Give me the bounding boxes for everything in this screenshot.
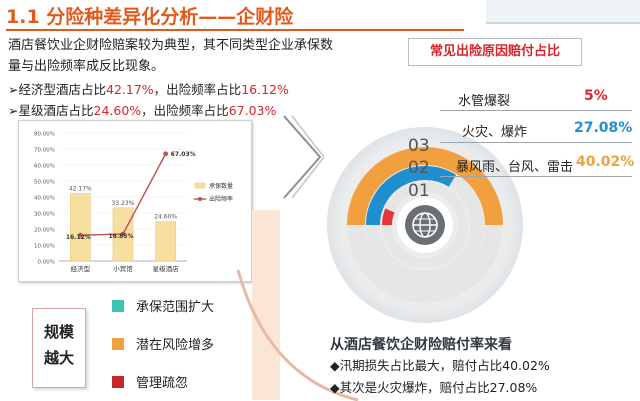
legend-bar-swatch	[194, 182, 206, 189]
y-tick-label: 0.00%	[38, 260, 55, 266]
ring-arc-storm	[347, 147, 503, 226]
decorative-curve	[236, 269, 359, 401]
y-tick-label: 50.00%	[34, 180, 55, 186]
bar	[70, 193, 91, 262]
header-decoration	[486, 0, 640, 24]
divider-1	[440, 110, 632, 111]
rank-02: 02	[408, 158, 430, 178]
line-data-label: 16.12%	[66, 234, 91, 241]
x-tick-label: 小宾馆	[113, 264, 133, 273]
bar-data-label: 42.17%	[69, 186, 92, 193]
scale-label-box: 规模 越大	[32, 308, 86, 388]
legend-bar-label: 承保数量	[209, 182, 233, 190]
y-tick-label: 30.00%	[34, 212, 55, 218]
bullet-economy: ➢经济型酒店占比42.17%，出险频率占比16.12%	[8, 82, 289, 97]
title-underline	[6, 29, 464, 31]
x-tick-label: 星级酒店	[153, 264, 180, 273]
y-tick-label: 80.00%	[34, 132, 55, 138]
pct-fire: 27.08%	[574, 120, 633, 136]
scale-line-1: 规模	[43, 323, 74, 341]
pct-storm: 40.02%	[576, 154, 635, 170]
line-point	[120, 231, 126, 237]
intro-text: 酒店餐饮业企财险赔案较为典型，其不同类型企业承保数量与出险频率成反比现象。	[8, 38, 334, 74]
reason-risk: 潜在风险增多	[112, 334, 214, 353]
bar	[155, 221, 176, 262]
summary-line-1: ◆汛期损失占比最大，赔付占比40.02%	[330, 358, 550, 373]
cause-fire: 火灾、爆炸	[462, 125, 528, 140]
line-data-label: 67.03%	[171, 151, 196, 158]
cause-storm: 暴风雨、台风、雷击	[456, 160, 574, 175]
x-tick-label: 经济型	[71, 264, 91, 273]
line-point	[77, 232, 83, 238]
summary-line-2: ◆其次是火灾爆炸，赔付占比27.08%	[330, 380, 538, 395]
legend-line-marker	[198, 197, 202, 201]
page-title: 1.1 分险种差异化分析——企财险	[6, 6, 294, 28]
rank-03: 03	[408, 136, 430, 156]
y-tick-label: 70.00%	[34, 148, 55, 154]
cause-pipe-burst: 水管爆裂	[458, 94, 511, 109]
chevron-right-icon	[283, 115, 324, 199]
rank-01: 01	[408, 181, 430, 201]
divider-2	[440, 142, 632, 143]
ring-arc-pipe	[382, 208, 395, 226]
bullet-star-hotel: ➢星级酒店占比24.60%，出险频率占比67.03%	[8, 103, 277, 118]
bar-data-label: 24.60%	[154, 214, 177, 221]
bar-data-label: 33.23%	[112, 200, 135, 207]
divider-3	[440, 176, 632, 177]
y-tick-label: 40.00%	[34, 196, 55, 202]
reason-coverage: 承保范围扩大	[112, 296, 214, 315]
scale-line-2: 越大	[43, 349, 74, 367]
line-point	[163, 151, 169, 157]
reason-management: 管理疏忽	[112, 372, 188, 391]
combo-chart: 0.00% 10.00% 20.00% 30.00% 40.00% 50.00% 60.00…	[18, 120, 252, 282]
globe-icon	[405, 205, 445, 245]
combo-chart-svg: 0.00% 10.00% 20.00% 30.00% 40.00% 50.00% 60.00…	[34, 132, 233, 274]
red-square-icon	[112, 376, 124, 388]
line-data-label: 16.85%	[109, 233, 134, 240]
y-tick-label: 10.00%	[34, 244, 55, 250]
teal-square-icon	[112, 300, 124, 312]
pct-pipe-burst: 5%	[584, 88, 608, 104]
summary-title: 从酒店餐饮企财险赔付率来看	[330, 337, 512, 353]
legend-line-label: 出险频率	[209, 195, 233, 203]
decorative-panel	[252, 210, 280, 400]
y-tick-label: 20.00%	[34, 228, 55, 234]
ring-arc-fire	[366, 166, 457, 226]
y-tick-label: 60.00%	[34, 164, 55, 170]
orange-square-icon	[112, 338, 124, 350]
ratio-chart-title: 常见出险原因赔付占比	[408, 38, 582, 66]
